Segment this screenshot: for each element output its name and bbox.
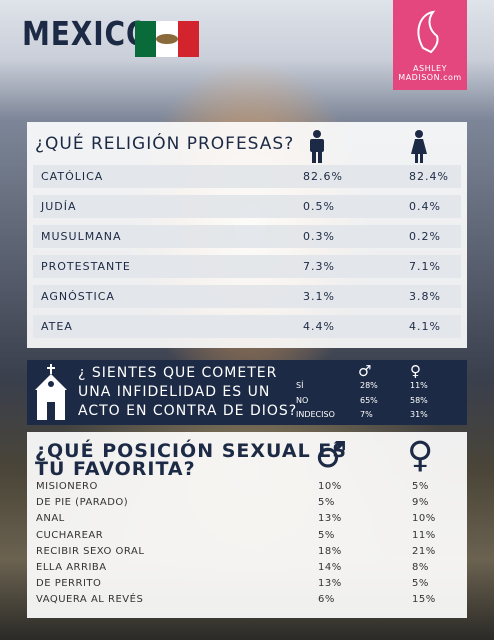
cell-value: 4.4% [303, 320, 335, 333]
row-label: RECIBIR SEXO ORAL [36, 545, 145, 557]
row-label: MISIONERO [36, 481, 98, 492]
cell-value: 5% [318, 497, 335, 509]
male-icon [310, 130, 324, 163]
cell-value: 0.4% [409, 200, 441, 213]
cell-value: 11% [412, 529, 436, 541]
cell-value: 13% [318, 513, 342, 525]
cell-value: 58% [410, 395, 428, 405]
header-title: MEXICO [22, 14, 151, 53]
religion-panel: ¿QUÉ RELIGIÓN PROFESAS? CATÓLICA 82.6% 82.… [27, 122, 467, 348]
section-title: ¿QUÉ RELIGIÓN PROFESAS? [35, 134, 295, 154]
row-label: MUSULMANA [41, 230, 122, 243]
cell-value: 82.4% [409, 170, 449, 183]
row-label: PROTESTANTE [41, 260, 131, 273]
cell-value: 10% [412, 513, 436, 525]
row-label: ELLA ARRIBA [36, 562, 107, 573]
cell-value: 7% [360, 410, 373, 419]
cell-value: 5% [412, 481, 429, 492]
male-symbol: ♂ [315, 435, 348, 476]
question-line: ACTO EN CONTRA DE DIOS? [78, 403, 298, 419]
cell-value: 9% [412, 497, 429, 509]
cell-value: 5% [412, 578, 429, 590]
cell-value: 13% [318, 578, 342, 590]
female-symbol: ♀ [407, 435, 434, 476]
cell-value: 82.6% [303, 170, 343, 183]
female-icon [411, 130, 427, 163]
table-row: JUDÍA 0.5% 0.4% [33, 195, 461, 218]
cell-value: 31% [410, 410, 428, 419]
cell-value: 3.8% [409, 290, 441, 303]
table-row: PROTESTANTE 7.3% 7.1% [33, 255, 461, 278]
row-label: CATÓLICA [41, 170, 104, 183]
row-label: VAQUERA AL REVÉS [36, 594, 144, 606]
table-row: AGNÓSTICA 3.1% 3.8% [33, 285, 461, 308]
cell-value: 0.2% [409, 230, 441, 243]
cell-value: 11% [410, 381, 428, 390]
cell-value: 18% [318, 545, 342, 557]
row-label: INDECISO [296, 410, 335, 419]
row-label: ANAL [36, 513, 65, 525]
table-row: CATÓLICA 82.6% 82.4% [33, 165, 461, 188]
logo-line: MADISON.com [398, 73, 462, 82]
section-title: ¿QUÉ POSICIÓN SEXUAL ES [35, 440, 347, 462]
row-label: ATEA [41, 320, 73, 333]
cell-value: 28% [360, 381, 378, 390]
cell-value: 10% [318, 481, 342, 492]
cell-value: 4.1% [409, 320, 441, 333]
cell-value: 0.5% [303, 200, 335, 213]
positions-panel: ¿QUÉ POSICIÓN SEXUAL ES TU FAVORITA? ♂ ♀… [27, 432, 467, 618]
church-icon [35, 364, 67, 420]
cell-value: 5% [318, 529, 335, 541]
row-label: DE PIE (PARADO) [36, 497, 129, 509]
cell-value: 15% [412, 594, 436, 606]
row-label: NO [296, 395, 309, 405]
cell-value: 3.1% [303, 290, 335, 303]
female-symbol: ♀ [410, 362, 421, 380]
row-label: CUCHAREAR [36, 529, 104, 541]
infidelity-panel: ¿ SIENTES QUE COMETER UNA INFIDELIDAD ES … [27, 360, 467, 425]
table-row: ATEA 4.4% 4.1% [33, 315, 461, 338]
row-label: JUDÍA [41, 200, 77, 213]
row-label: SÍ [296, 381, 304, 390]
flag [135, 21, 199, 57]
cell-value: 8% [412, 562, 429, 573]
cell-value: 65% [360, 395, 378, 405]
cell-value: 6% [318, 594, 335, 606]
logo-icon [417, 10, 439, 54]
cell-value: 7.1% [409, 260, 441, 273]
cell-value: 0.3% [303, 230, 335, 243]
question-line: ¿ SIENTES QUE COMETER [78, 365, 278, 381]
logo-line: ASHLEY [413, 64, 447, 73]
row-label: DE PERRITO [36, 578, 102, 590]
male-symbol: ♂ [358, 362, 372, 380]
cell-value: 14% [318, 562, 342, 573]
logo: ASHLEY MADISON.com [393, 0, 467, 90]
cell-value: 21% [412, 545, 436, 557]
cell-value: 7.3% [303, 260, 335, 273]
table-row: MUSULMANA 0.3% 0.2% [33, 225, 461, 248]
question-line: UNA INFIDELIDAD ES UN [78, 384, 271, 400]
row-label: AGNÓSTICA [41, 290, 115, 303]
section-title: TU FAVORITA? [35, 458, 196, 480]
